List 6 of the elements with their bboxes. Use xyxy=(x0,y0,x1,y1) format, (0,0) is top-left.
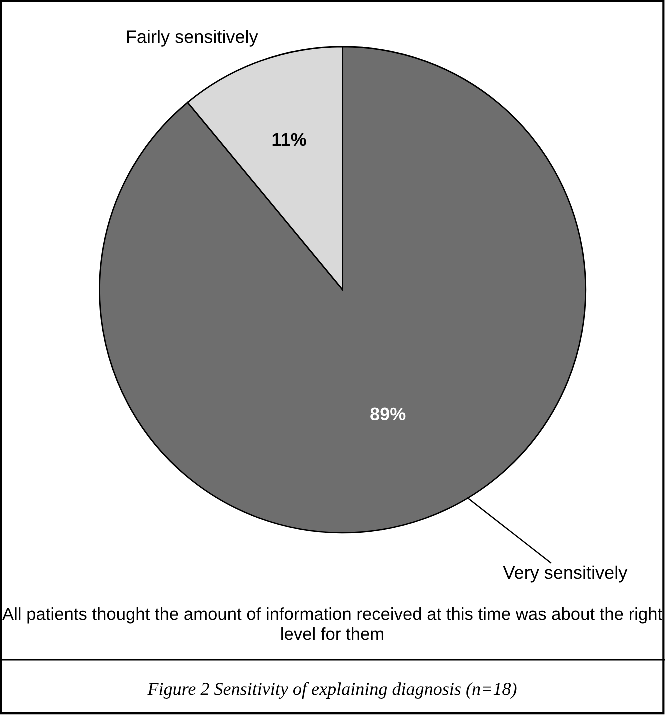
caption: Figure 2 Sensitivity of explaining diagnosis (n=18) xyxy=(148,682,517,699)
data-label: 89% xyxy=(370,408,406,421)
slice-label: Fairly sensitively xyxy=(127,30,258,47)
slice-label: Very sensitively xyxy=(503,566,628,583)
data-label: 11% xyxy=(272,133,306,146)
text: All patients thought the amount of information received at this time was about the right level for them xyxy=(2,608,662,640)
